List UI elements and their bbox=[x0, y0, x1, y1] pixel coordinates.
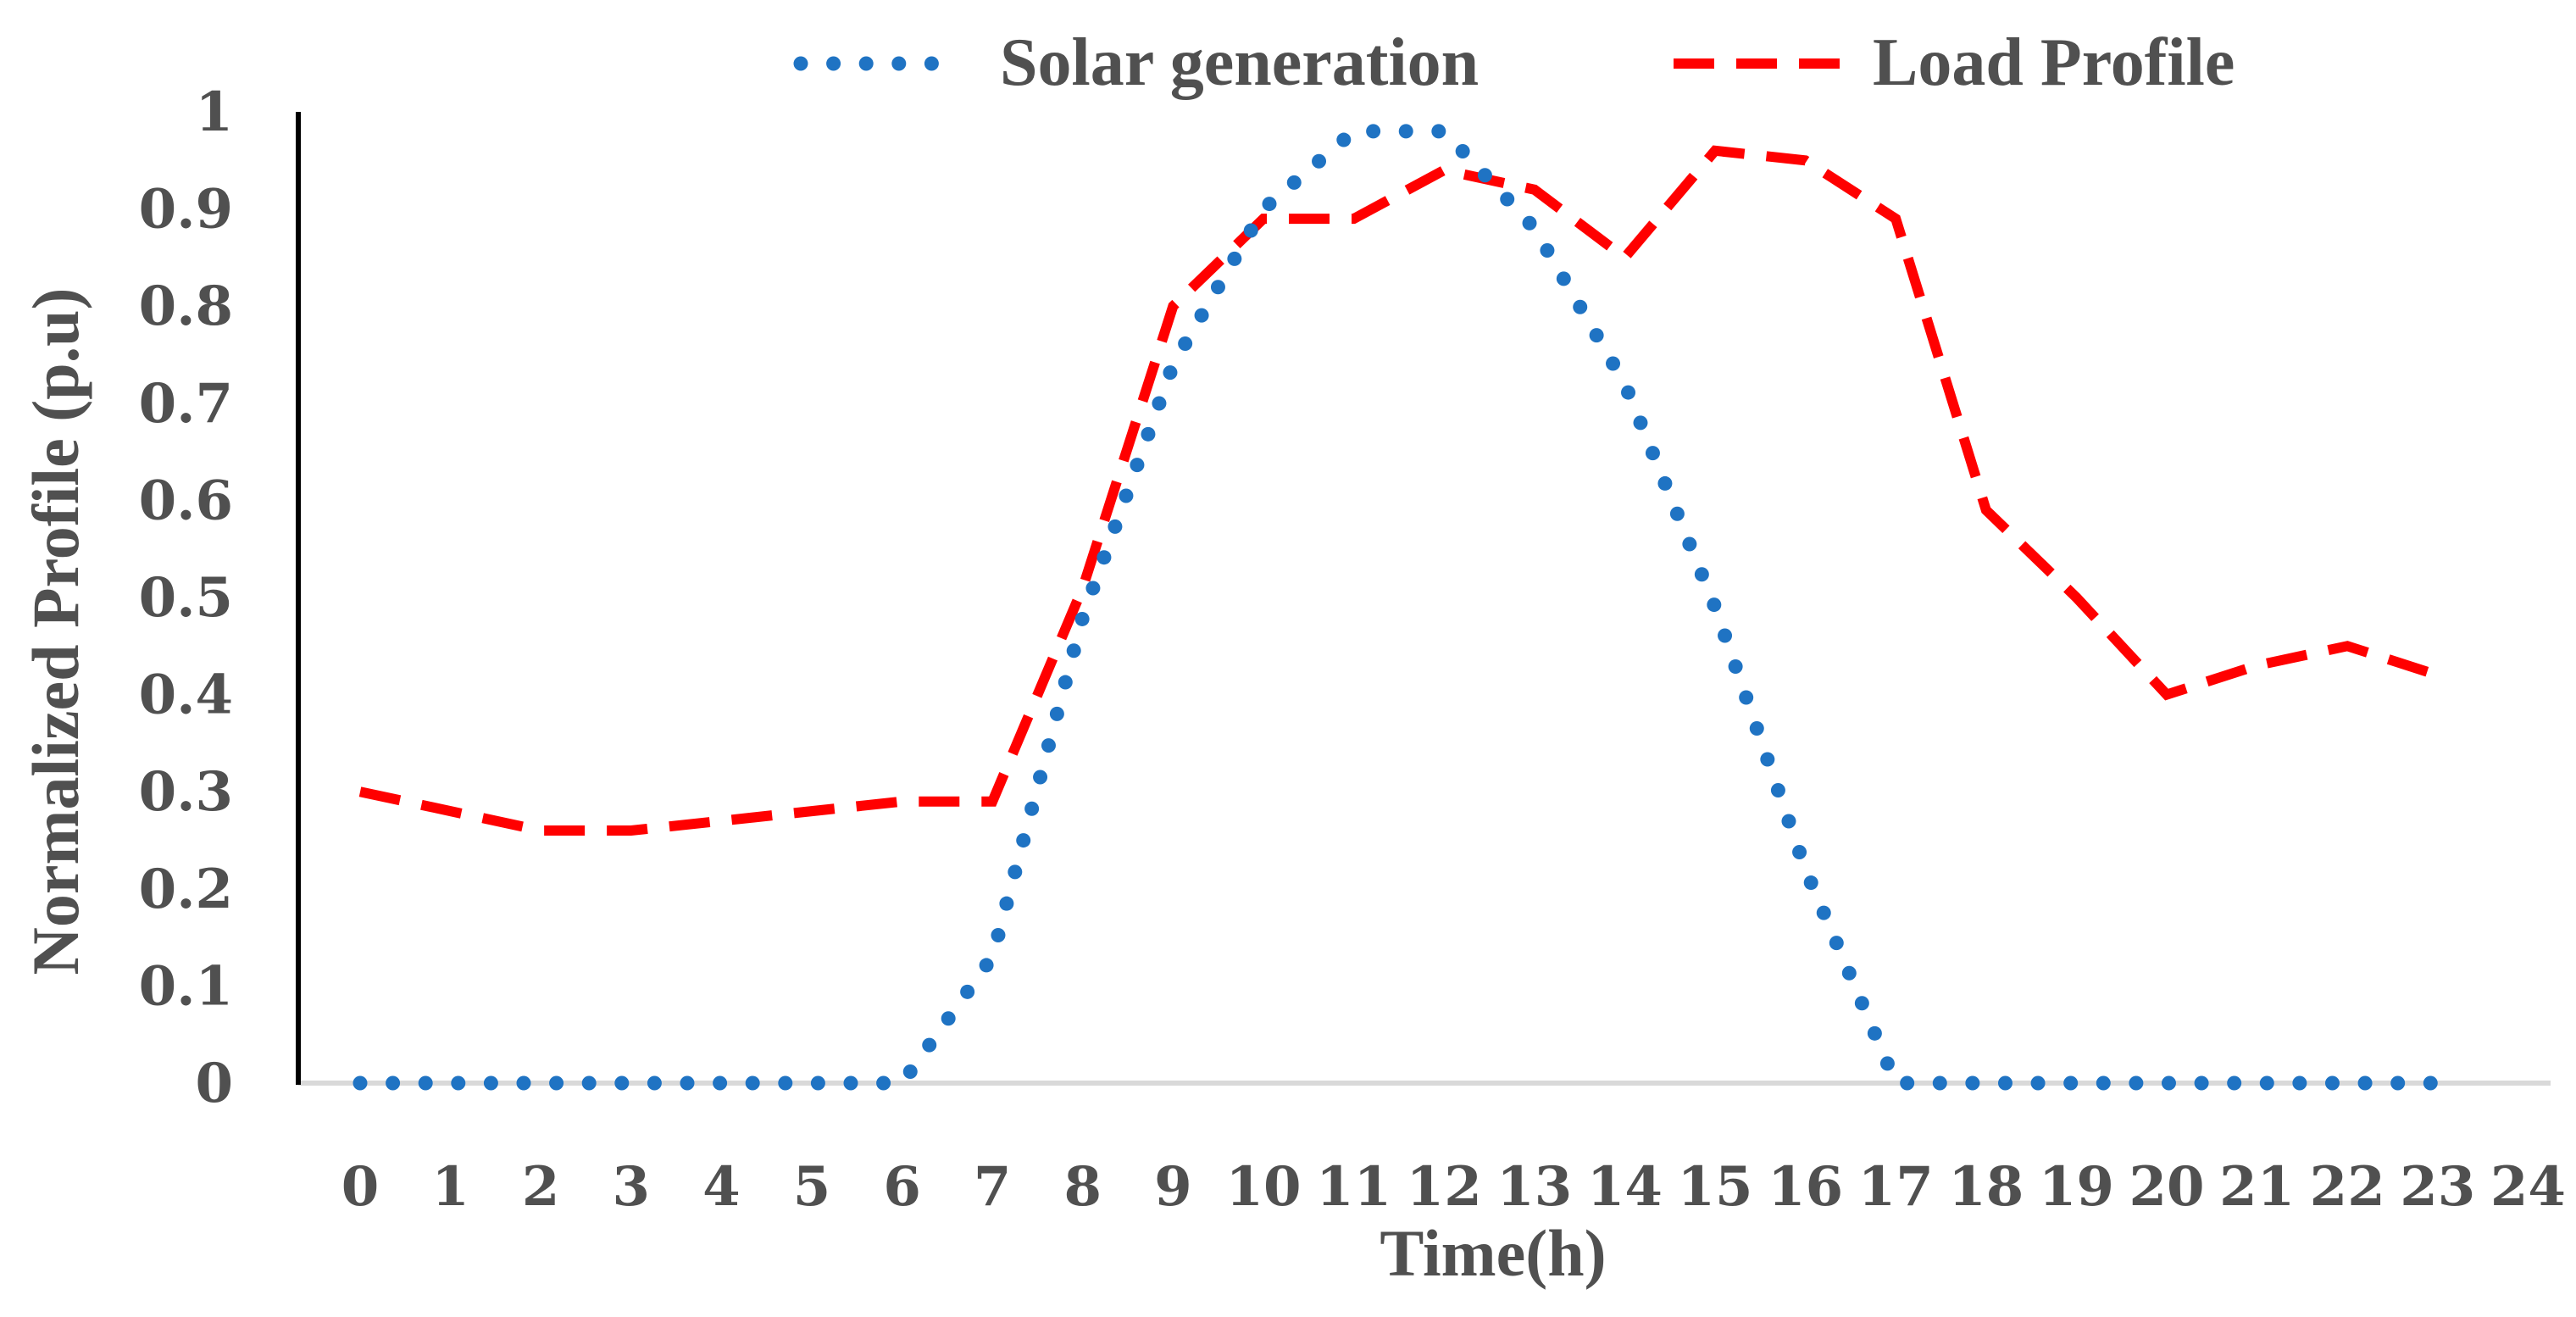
series-line-solar-generation bbox=[353, 124, 2446, 1091]
x-tick-label: 23 bbox=[2400, 1155, 2475, 1219]
x-tick-labels: 0 1 2 3 4 5 6 7 8 9 10 11 12 13 14 15 16 17 18 19 20 21 22 23 24 bbox=[341, 1155, 2566, 1219]
x-tick-label: 10 bbox=[1225, 1155, 1301, 1219]
y-tick-label: 0.4 bbox=[139, 664, 233, 727]
x-tick-label: 2 bbox=[522, 1155, 560, 1219]
x-tick-label: 16 bbox=[1768, 1155, 1843, 1219]
y-tick-label: 0.1 bbox=[139, 954, 233, 1018]
x-tick-label: 8 bbox=[1064, 1155, 1102, 1219]
x-tick-label: 21 bbox=[2219, 1155, 2295, 1219]
y-tick-label: 0.2 bbox=[139, 858, 233, 921]
x-tick-label: 17 bbox=[1858, 1155, 1934, 1219]
x-tick-label: 5 bbox=[793, 1155, 831, 1219]
legend-label-load-profile: Load Profile bbox=[1873, 25, 2235, 100]
x-tick-label: 3 bbox=[613, 1155, 651, 1219]
legend: Solar generation Load Profile bbox=[793, 25, 2235, 100]
x-tick-label: 20 bbox=[2129, 1155, 2204, 1219]
x-tick-label: 15 bbox=[1677, 1155, 1752, 1219]
y-tick-label: 0.3 bbox=[139, 760, 233, 824]
x-tick-label: 9 bbox=[1154, 1155, 1192, 1219]
y-tick-label: 0.8 bbox=[139, 275, 233, 338]
x-axis-title: Time(h) bbox=[1380, 1216, 1606, 1290]
x-tick-label: 0 bbox=[341, 1155, 380, 1219]
x-tick-label: 19 bbox=[2039, 1155, 2114, 1219]
y-tick-labels: 0 0.1 0.2 0.3 0.4 0.5 0.6 0.7 0.8 0.9 1 bbox=[139, 81, 233, 1115]
y-tick-label: 0.6 bbox=[139, 469, 233, 532]
x-tick-label: 12 bbox=[1407, 1155, 1482, 1219]
x-tick-label: 18 bbox=[1948, 1155, 2024, 1219]
x-tick-label: 7 bbox=[974, 1155, 1012, 1219]
x-tick-label: 24 bbox=[2490, 1155, 2566, 1219]
y-tick-label: 0.9 bbox=[139, 178, 233, 242]
x-tick-label: 4 bbox=[702, 1155, 741, 1219]
x-tick-label: 6 bbox=[883, 1155, 921, 1219]
legend-label-solar-generation: Solar generation bbox=[1000, 25, 1479, 100]
x-tick-label: 14 bbox=[1587, 1155, 1663, 1219]
x-tick-label: 11 bbox=[1316, 1155, 1391, 1219]
y-tick-label: 0.5 bbox=[139, 566, 233, 630]
x-tick-label: 13 bbox=[1496, 1155, 1572, 1219]
y-tick-label: 0 bbox=[195, 1052, 233, 1115]
series-line-load-profile bbox=[358, 145, 2440, 836]
y-tick-label: 1 bbox=[195, 81, 233, 144]
x-tick-label: 1 bbox=[431, 1155, 469, 1219]
y-tick-label: 0.7 bbox=[139, 372, 233, 436]
y-axis-title: Normalized Profile (p.u) bbox=[19, 288, 92, 975]
x-tick-label: 22 bbox=[2310, 1155, 2385, 1219]
